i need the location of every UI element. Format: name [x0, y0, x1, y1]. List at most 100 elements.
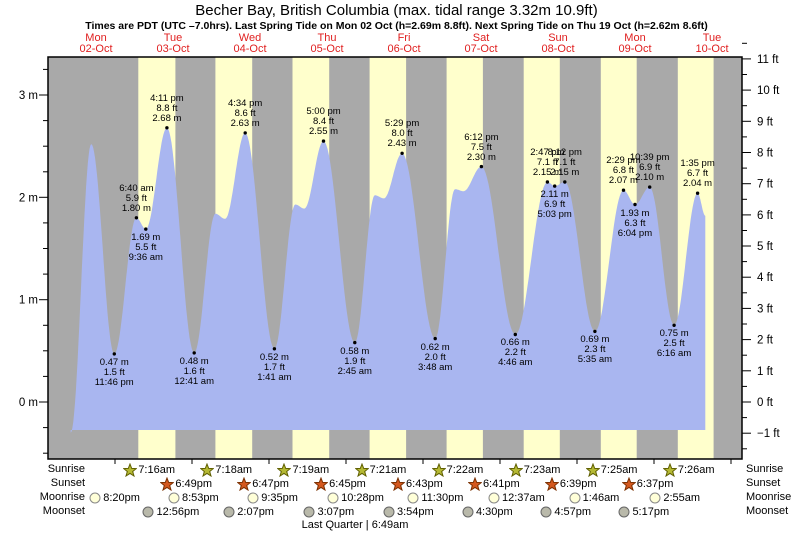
left-axis-labels: 0 m 1 m 2 m 3 m — [19, 90, 38, 409]
low-tide-annotation: 0.62 m 2.0 ft 3:48 am — [418, 341, 453, 373]
low-tide-annotation: 0.47 m 1.5 ft 11:46 pm — [94, 356, 134, 388]
day-name: Wed — [238, 32, 262, 44]
sunset-star-icon — [237, 477, 252, 491]
svg-text:6 ft: 6 ft — [757, 210, 774, 222]
astro-row-label-moonset-right: Moonset — [746, 505, 789, 517]
low-tide-annotation: 0.66 m 2.2 ft 4:46 am — [498, 337, 533, 369]
svg-text:1 m: 1 m — [19, 295, 38, 307]
low-tide-annotation: 0.69 m 2.3 ft 5:35 am — [577, 334, 613, 366]
sunrise-star-icon — [123, 463, 138, 477]
day-header: Wed 04-Oct — [218, 33, 282, 55]
day-date: 02-Oct — [79, 43, 113, 55]
astro-row-label-sunset-left: Sunset — [50, 477, 85, 489]
moonset-circle-icon — [540, 506, 552, 518]
svg-text:2 ft: 2 ft — [757, 335, 774, 347]
day-name: Mon — [624, 32, 646, 44]
moonset-entry: 3:07pm — [302, 505, 354, 519]
day-name: Tue — [163, 32, 183, 44]
high-tide-annotation: 4:34 pm 8.6 ft 2.63 m — [227, 97, 263, 129]
moonset-entry: 5:17pm — [617, 505, 669, 519]
moonrise-entry: 8:53pm — [167, 491, 219, 505]
page-subtitle: Times are PDT (UTC –7.0hrs). Last Spring… — [85, 20, 708, 32]
day-header: Tue 03-Oct — [141, 33, 205, 55]
sunrise-entry: 7:16am — [123, 463, 175, 477]
astro-row-label-moonrise-right: Moonrise — [746, 491, 792, 503]
svg-text:11 ft: 11 ft — [757, 54, 779, 66]
sunset-star-icon — [314, 477, 329, 491]
day-header: Fri 06-Oct — [372, 33, 436, 55]
moonset-entry: 4:57pm — [539, 505, 591, 519]
svg-text:10 ft: 10 ft — [757, 85, 780, 97]
astro-row-label-moonset-left: Moonset — [42, 505, 85, 517]
high-tide-annotation: 2:47 pm 7.1 ft 2.15 m — [530, 146, 565, 178]
astro-time: 7:19am — [292, 464, 330, 476]
sunrise-entry: 7:18am — [200, 463, 252, 477]
moonset-circle-icon — [383, 506, 395, 518]
sunset-entry: 6:45pm — [314, 477, 366, 491]
day-header: Mon 09-Oct — [603, 33, 667, 55]
moonset-entry: 12:56pm — [141, 505, 199, 519]
sunset-entry: 6:47pm — [237, 477, 289, 491]
svg-text:3 m: 3 m — [19, 90, 38, 102]
sunrise-star-icon — [508, 463, 523, 477]
sunset-entry: 6:49pm — [160, 477, 212, 491]
svg-text:3 ft: 3 ft — [757, 303, 774, 315]
day-header: Mon 02-Oct — [64, 33, 128, 55]
high-tide-annotation: 2:29 pm 6.8 ft 2.07 m — [606, 155, 641, 187]
svg-text:−1 ft: −1 ft — [757, 428, 781, 440]
low-tide-annotation: 0.52 m 1.7 ft 1:41 am — [257, 351, 292, 383]
low-tide-annotation: 1.93 m 6.3 ft 6:04 pm — [617, 207, 653, 239]
moonrise-circle-icon — [327, 492, 339, 504]
astro-row-label-sunset-right: Sunset — [746, 477, 781, 489]
svg-text:7 ft: 7 ft — [757, 179, 774, 191]
day-name: Sat — [472, 32, 490, 44]
moonrise-circle-icon — [89, 492, 101, 504]
day-date: 05-Oct — [310, 43, 344, 55]
page-title: Becher Bay, British Columbia (max. tidal… — [195, 2, 598, 19]
day-date: 06-Oct — [387, 43, 421, 55]
sunset-star-icon — [621, 477, 636, 491]
astro-time: 7:23am — [523, 464, 561, 476]
sunrise-entry: 7:19am — [277, 463, 329, 477]
sunrise-entry: 7:23am — [508, 463, 561, 477]
moonrise-circle-icon — [168, 492, 180, 504]
astro-time: 7:16am — [138, 464, 176, 476]
astro-time: 6:41pm — [482, 478, 520, 490]
high-tide-annotation: 5:00 pm 8.4 ft 2.55 m — [306, 106, 341, 138]
astro-time: 4:57pm — [554, 506, 592, 518]
moonset-circle-icon — [223, 506, 235, 518]
moonset-entry: 4:30pm — [461, 505, 513, 519]
day-date: 07-Oct — [464, 43, 498, 55]
sunrise-entry: 7:26am — [662, 463, 715, 477]
high-tide-annotation: 1:35 pm 6.7 ft 2.04 m — [680, 158, 715, 190]
moonrise-entry: 1:46am — [568, 491, 620, 505]
day-name: Sun — [548, 32, 568, 44]
astro-time: 10:28pm — [341, 492, 384, 504]
svg-text:2 m: 2 m — [19, 192, 38, 204]
astro-time: 2:07pm — [237, 506, 274, 518]
astro-time: 4:30pm — [475, 506, 513, 518]
high-tide-annotation: 8:12 pm 7.1 ft 2.15 m — [547, 146, 582, 178]
tide-extreme-dots — [112, 126, 700, 356]
sunrise-star-icon — [200, 463, 215, 477]
astro-row-label-moonrise-left: Moonrise — [39, 491, 85, 503]
astro-time: 7:25am — [600, 464, 638, 476]
astro-time: 8:20pm — [103, 492, 140, 504]
moonrise-circle-icon — [407, 492, 419, 504]
low-tide-annotation: 0.58 m 1.9 ft 2:45 am — [337, 345, 372, 377]
day-header: Sun 08-Oct — [526, 33, 590, 55]
moonset-circle-icon — [618, 506, 630, 518]
astro-row-label-sunrise-right: Sunrise — [746, 463, 784, 475]
svg-text:0 m: 0 m — [19, 397, 38, 409]
day-name: Fri — [397, 32, 411, 44]
day-name: Thu — [317, 32, 337, 44]
moonrise-circle-icon — [649, 492, 661, 504]
moonset-circle-icon — [142, 506, 154, 518]
astro-time: 3:54pm — [397, 506, 434, 518]
low-tide-annotation: 0.48 m 1.6 ft 12:41 am — [174, 355, 214, 387]
sunrise-star-icon — [662, 463, 677, 477]
day-date: 04-Oct — [233, 43, 267, 55]
astro-time: 1:46am — [582, 492, 620, 504]
sunset-entry: 6:41pm — [467, 477, 520, 491]
